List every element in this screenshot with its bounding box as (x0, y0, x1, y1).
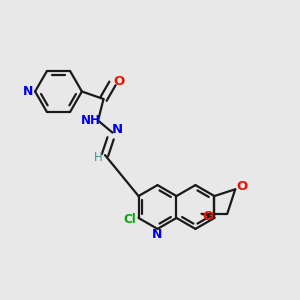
Text: NH: NH (81, 114, 100, 127)
Text: O: O (236, 180, 248, 193)
Text: N: N (112, 123, 123, 136)
Text: Cl: Cl (123, 213, 136, 226)
Text: N: N (152, 228, 163, 241)
Text: H: H (94, 151, 103, 164)
Text: N: N (23, 85, 34, 98)
Text: O: O (113, 75, 125, 88)
Text: O: O (202, 210, 214, 223)
